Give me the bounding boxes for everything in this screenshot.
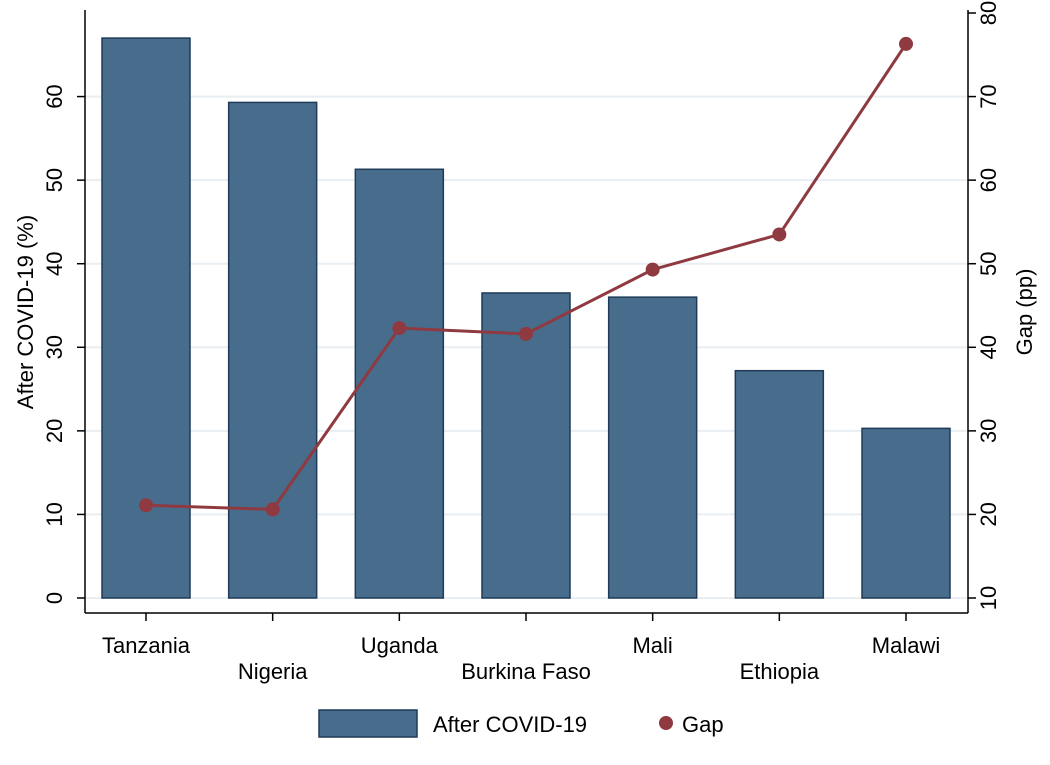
bar-mali [607, 296, 698, 599]
axes [77, 10, 976, 621]
bar-ethiopia [734, 369, 825, 599]
bar-tanzania [101, 37, 191, 599]
right-axis-tick-label: 70 [976, 84, 1001, 108]
gap-point-tanzania [139, 498, 153, 513]
gap-point-ethiopia [772, 227, 787, 242]
left-axis-tick-label: 20 [42, 419, 67, 443]
gap-point-burkina-faso [519, 326, 533, 341]
right-axis-tick-label: 50 [976, 251, 1001, 275]
gap-point-malawi [899, 36, 913, 51]
legend-marker-gap [659, 716, 673, 730]
gap-point-mali [645, 262, 660, 277]
legend-swatch-after-covid [318, 709, 418, 738]
x-axis-tick-label: Tanzania [102, 633, 191, 658]
right-axis-tick-label: 80 [976, 1, 1001, 25]
right-axis-tick-labels: 10 20 30 40 50 60 70 80 [976, 1, 1001, 610]
x-axis-tick-label: Burkina Faso [461, 659, 591, 684]
x-axis-tick-label: Malawi [872, 633, 940, 658]
left-axis-tick-label: 30 [42, 335, 67, 359]
legend-label-after-covid: After COVID-19 [433, 712, 587, 737]
left-axis-tick-label: 60 [42, 84, 67, 108]
bar-series [101, 37, 951, 599]
right-axis-tick-label: 20 [976, 502, 1001, 526]
x-axis-tick-label: Ethiopia [740, 659, 820, 684]
bar-uganda [354, 168, 445, 599]
left-axis-tick-label: 40 [42, 251, 67, 275]
x-axis-tick-labels: Tanzania Nigeria Uganda Burkina Faso Mali Eth… [102, 633, 940, 684]
bar-malawi [861, 427, 951, 599]
left-axis-title: After COVID-19 (%) [13, 215, 38, 409]
right-axis-tick-label: 30 [976, 419, 1001, 443]
left-axis-tick-label: 10 [42, 502, 67, 526]
right-axis-tick-label: 60 [976, 168, 1001, 192]
legend: After COVID-19 Gap [318, 709, 724, 738]
x-axis-tick-label: Mali [632, 633, 672, 658]
right-axis-tick-label: 10 [976, 586, 1001, 610]
right-axis-title: Gap (pp) [1012, 269, 1037, 356]
bar-nigeria [227, 101, 318, 599]
left-axis-tick-labels: 0 10 20 30 40 50 60 [42, 84, 67, 604]
legend-label-gap: Gap [682, 712, 724, 737]
bar-burkina-faso [481, 292, 571, 599]
left-axis-tick-label: 50 [42, 168, 67, 192]
right-axis-tick-label: 40 [976, 335, 1001, 359]
gap-point-nigeria [265, 502, 280, 517]
x-axis-tick-label: Uganda [361, 633, 439, 658]
gap-point-uganda [392, 321, 407, 336]
left-axis-tick-label: 0 [42, 592, 67, 604]
gap-line-series [139, 36, 913, 517]
x-axis-tick-label: Nigeria [238, 659, 308, 684]
